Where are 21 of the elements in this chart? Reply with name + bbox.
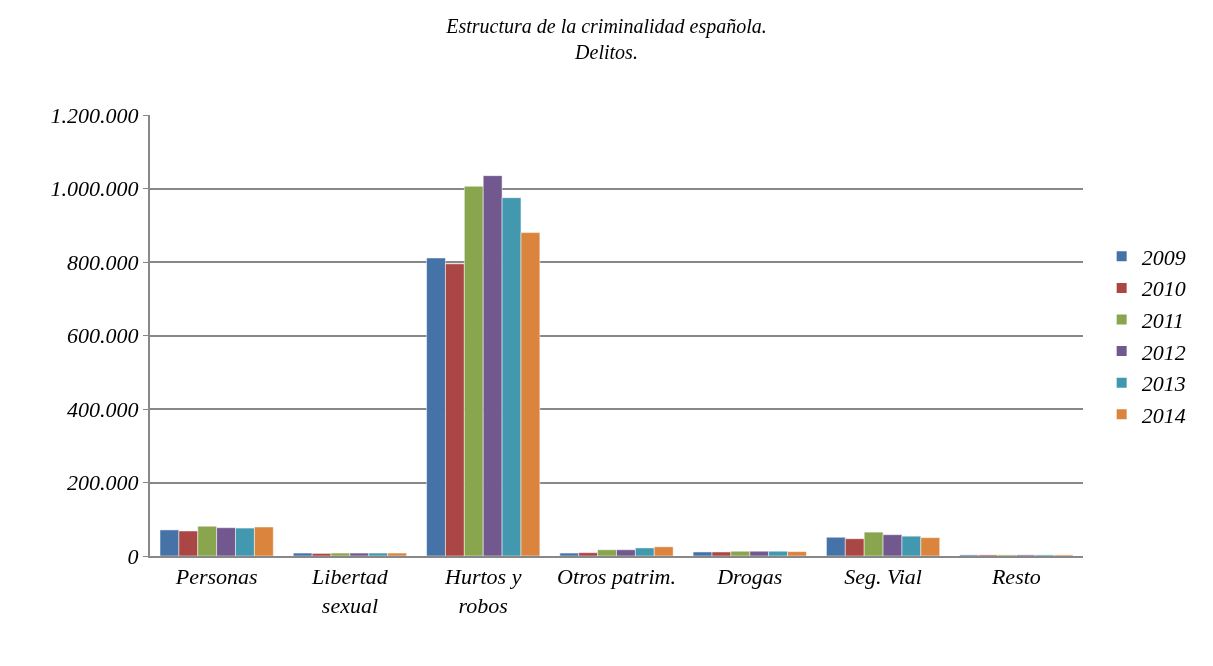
x-tick-label: Hurtos y robos xyxy=(444,564,522,618)
legend-label: 2013 xyxy=(1141,371,1186,397)
legend-label: 2010 xyxy=(1141,276,1186,302)
y-tick-label: 400.000 xyxy=(67,396,139,422)
y-tick-label: 1.200.000 xyxy=(50,102,139,128)
legend-label: 2014 xyxy=(1141,402,1186,428)
legend-label: 2011 xyxy=(1141,308,1185,334)
legend-label: 2009 xyxy=(1141,244,1186,270)
y-tick-label: 600.000 xyxy=(67,323,139,349)
y-tick-label: 200.000 xyxy=(67,470,139,496)
x-tick-label: Otros patrim. xyxy=(557,564,676,590)
x-tick-label: Libertad sexual xyxy=(311,564,389,618)
legend-label: 2012 xyxy=(1141,339,1186,365)
x-tick-label: Personas xyxy=(174,564,258,590)
x-tick-label: Seg. Vial xyxy=(844,564,922,590)
chart-title: Estructura de la criminalidad española. Delitos. xyxy=(445,15,767,64)
x-tick-label: Drogas xyxy=(716,564,783,590)
y-tick-label: 0 xyxy=(127,543,139,569)
y-tick-label: 1.000.000 xyxy=(50,176,139,202)
x-tick-label: Resto xyxy=(990,564,1041,590)
y-tick-label: 800.000 xyxy=(67,249,139,275)
